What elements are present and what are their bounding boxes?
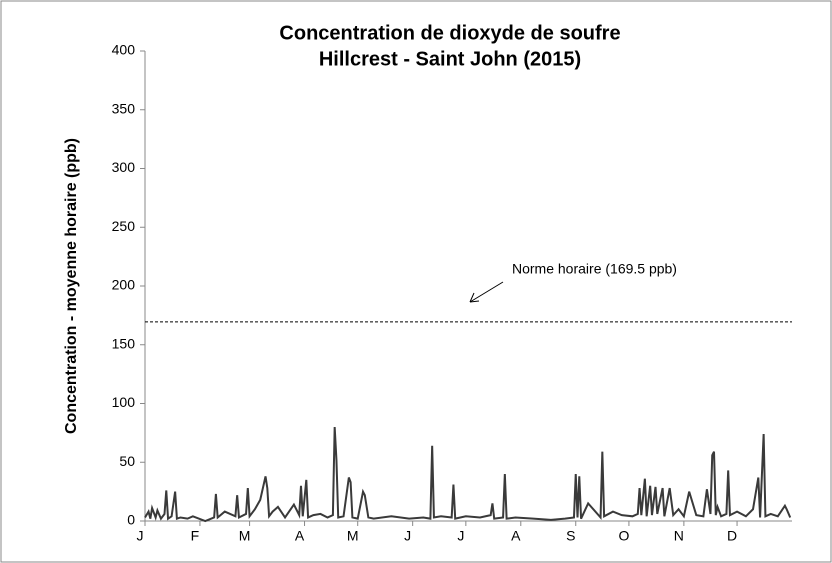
x-tick-label: A: [511, 528, 521, 544]
x-tick-label: O: [618, 528, 629, 544]
data-line: [144, 426, 792, 523]
x-tick-label: D: [727, 528, 737, 544]
annotation: Norme horaire (169.5 ppb): [512, 261, 677, 277]
y-tick-label: 350: [112, 100, 136, 116]
y-tick-label: 400: [112, 42, 136, 58]
x-tick-label: J: [457, 528, 464, 544]
x-tick-label: J: [137, 528, 144, 544]
chart-title: Concentration de dioxyde de soufre: [279, 22, 620, 44]
annotation-arrow: [469, 281, 504, 303]
y-tick-label: 50: [119, 453, 135, 469]
y-tick-label: 300: [112, 159, 136, 175]
x-tick-label: F: [191, 528, 200, 544]
x-tick-label: S: [566, 528, 575, 544]
x-tick-label: A: [295, 528, 305, 544]
y-axis-label: Concentration - moyenne horaire (ppb): [63, 138, 80, 434]
x-tick-label: N: [674, 528, 684, 544]
annotation-arrowhead: [469, 292, 480, 303]
x-tick-label: M: [239, 528, 251, 544]
x-tick-label: M: [347, 528, 359, 544]
y-tick-label: 150: [112, 335, 136, 351]
chart-subtitle: Hillcrest - Saint John (2015): [319, 48, 581, 70]
y-tick-label: 200: [112, 277, 136, 293]
y-tick-label: 0: [127, 512, 135, 528]
y-tick-label: 250: [112, 218, 136, 234]
x-tick-label: J: [404, 528, 411, 544]
y-tick-label: 100: [112, 394, 136, 410]
